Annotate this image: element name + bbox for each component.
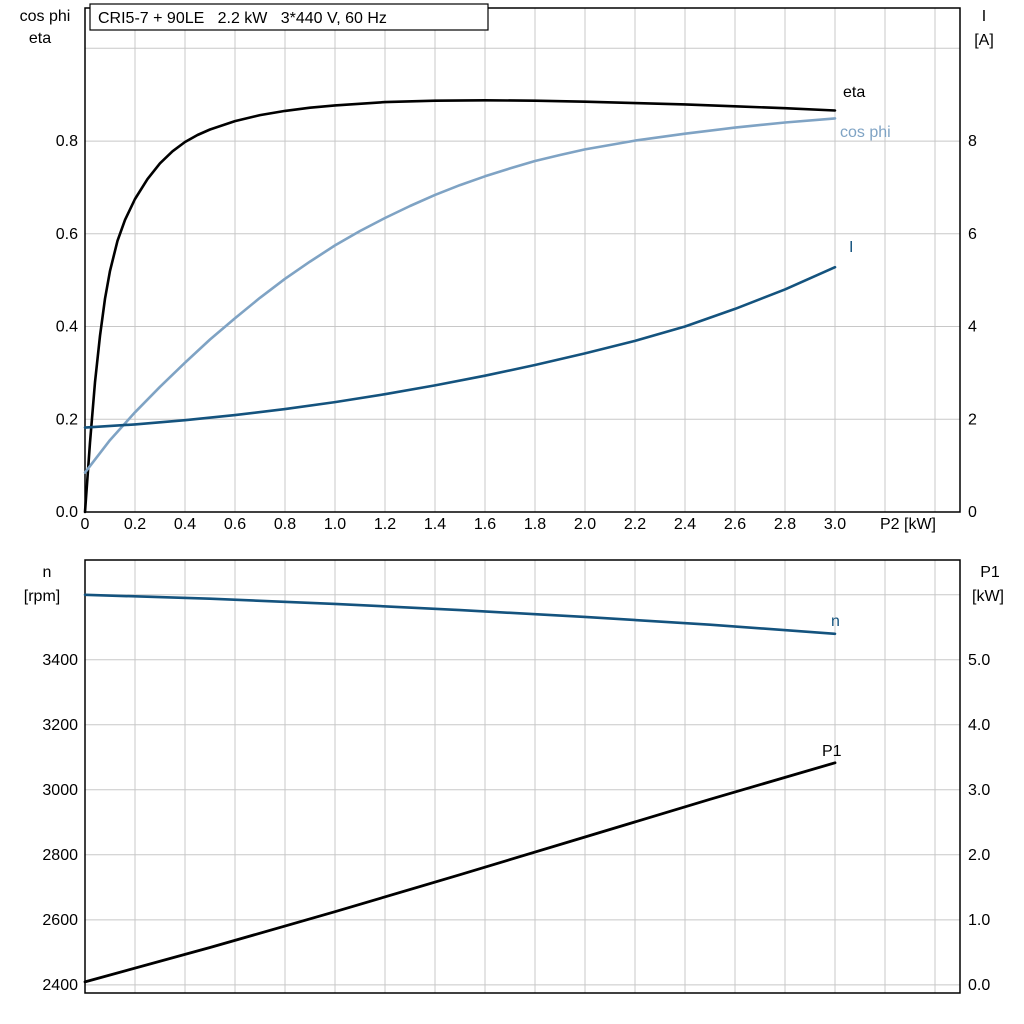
x-tick-label: 1.6 bbox=[474, 516, 496, 533]
right-tick-label: 2.0 bbox=[968, 847, 990, 864]
x-axis-label: P2 [kW] bbox=[880, 516, 936, 533]
right-axis-unit-label: I bbox=[982, 8, 986, 25]
x-tick-label: 1.4 bbox=[424, 516, 446, 533]
left-tick-label: 2400 bbox=[42, 977, 78, 994]
x-tick-label: 0.6 bbox=[224, 516, 246, 533]
right-tick-label: 0.0 bbox=[968, 977, 990, 994]
right-axis-unit-label: [kW] bbox=[972, 588, 1004, 605]
x-tick-label: 2.8 bbox=[774, 516, 796, 533]
right-axis-unit-label: [A] bbox=[974, 32, 994, 49]
x-tick-label: 1.0 bbox=[324, 516, 346, 533]
x-tick-label: 0.2 bbox=[124, 516, 146, 533]
x-tick-label: 3.0 bbox=[824, 516, 846, 533]
series-curve-p1-power bbox=[83, 761, 837, 984]
series-label-eta: eta bbox=[843, 84, 865, 101]
speed-power-chart: 2400 2600 2800 3000 3200 3400 0.0 1.0 2.0 3.0 4.0 5… bbox=[24, 559, 1004, 994]
x-tick-label: 0 bbox=[81, 516, 90, 533]
left-tick-label: 3200 bbox=[42, 717, 78, 734]
x-tick-label: 0.4 bbox=[174, 516, 196, 533]
left-axis-unit-label: cos phi bbox=[20, 8, 71, 25]
series-curve-eta bbox=[83, 99, 837, 514]
series-curve-cos-phi bbox=[83, 117, 837, 474]
left-tick-label: 0.4 bbox=[56, 319, 78, 336]
plot-frame bbox=[84, 559, 961, 994]
left-tick-label: 3000 bbox=[42, 782, 78, 799]
left-axis-unit-label: n bbox=[43, 564, 52, 581]
series-label-speed-n: n bbox=[831, 613, 840, 630]
left-tick-label: 0.2 bbox=[56, 411, 78, 428]
right-tick-label: 3.0 bbox=[968, 782, 990, 799]
x-tick-label: 1.2 bbox=[374, 516, 396, 533]
left-axis-unit-label: eta bbox=[29, 30, 51, 47]
right-tick-label: 4.0 bbox=[968, 717, 990, 734]
right-tick-label: 8 bbox=[968, 133, 977, 150]
x-tick-label: 1.8 bbox=[524, 516, 546, 533]
left-tick-label: 0.8 bbox=[56, 133, 78, 150]
chart-title-box bbox=[89, 3, 489, 31]
left-tick-label: 2800 bbox=[42, 847, 78, 864]
right-tick-label: 4 bbox=[968, 319, 977, 336]
left-tick-label: 2600 bbox=[42, 912, 78, 929]
left-tick-label: 0.6 bbox=[56, 226, 78, 243]
right-tick-label: 5.0 bbox=[968, 652, 990, 669]
chart-title: CRI5-7 + 90LE 2.2 kW 3*440 V, 60 Hz bbox=[98, 10, 387, 27]
right-tick-label: 1.0 bbox=[968, 912, 990, 929]
right-axis-unit-label: P1 bbox=[980, 564, 1000, 581]
series-label-p1-power: P1 bbox=[822, 743, 842, 760]
series-curve-current bbox=[83, 265, 837, 429]
series-curve-speed-n bbox=[83, 593, 837, 636]
x-tick-label: 2.6 bbox=[724, 516, 746, 533]
plot-frame bbox=[84, 7, 961, 513]
motor-performance-chart: 0 0.2 0.4 0.6 0.8 1.0 1.2 1.4 1.6 1.8 2.0 2.2 2.4 2.6… bbox=[20, 3, 994, 533]
x-tick-label: 2.2 bbox=[624, 516, 646, 533]
right-tick-label: 2 bbox=[968, 411, 977, 428]
series-label-cos-phi: cos phi bbox=[840, 124, 891, 141]
left-tick-label: 0.0 bbox=[56, 504, 78, 521]
left-tick-label: 3400 bbox=[42, 652, 78, 669]
left-axis-unit-label: [rpm] bbox=[24, 588, 60, 605]
x-tick-label: 0.8 bbox=[274, 516, 296, 533]
x-tick-label: 2.0 bbox=[574, 516, 596, 533]
x-tick-label: 2.4 bbox=[674, 516, 696, 533]
right-tick-label: 0 bbox=[968, 504, 977, 521]
right-tick-label: 6 bbox=[968, 226, 977, 243]
series-label-current: I bbox=[849, 239, 853, 256]
